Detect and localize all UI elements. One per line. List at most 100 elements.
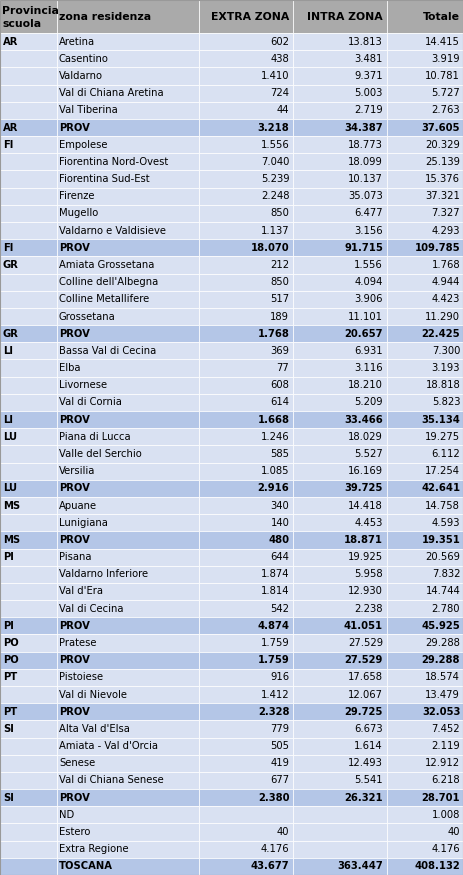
Text: 20.569: 20.569 — [425, 552, 460, 562]
Text: 5.541: 5.541 — [354, 775, 383, 786]
Bar — [387, 823, 463, 841]
Text: 29.288: 29.288 — [422, 655, 460, 665]
Text: 18.210: 18.210 — [348, 381, 383, 390]
Bar — [293, 67, 387, 85]
Text: Valle del Serchio: Valle del Serchio — [59, 449, 142, 459]
Text: zona residenza: zona residenza — [59, 11, 151, 22]
Bar — [0, 789, 56, 806]
Bar — [200, 85, 293, 102]
Bar — [293, 239, 387, 256]
Text: PO: PO — [3, 655, 19, 665]
Bar — [387, 497, 463, 514]
Bar — [0, 463, 56, 480]
Bar — [293, 686, 387, 704]
Text: 27.529: 27.529 — [348, 638, 383, 648]
Text: PI: PI — [3, 621, 13, 631]
Text: Fiorentina Nord-Ovest: Fiorentina Nord-Ovest — [59, 157, 168, 167]
Text: Extra Regione: Extra Regione — [59, 844, 129, 854]
Text: 585: 585 — [270, 449, 289, 459]
Text: 18.818: 18.818 — [425, 381, 460, 390]
Text: SI: SI — [3, 724, 13, 734]
Bar — [293, 290, 387, 308]
Text: 6.477: 6.477 — [354, 208, 383, 219]
Bar — [56, 823, 200, 841]
Bar — [200, 342, 293, 360]
Text: 4.293: 4.293 — [432, 226, 460, 235]
Text: ND: ND — [59, 810, 74, 820]
Bar — [200, 0, 293, 33]
Text: Valdarno e Valdisieve: Valdarno e Valdisieve — [59, 226, 166, 235]
Text: 340: 340 — [270, 500, 289, 510]
Bar — [56, 326, 200, 342]
Text: 10.781: 10.781 — [425, 71, 460, 81]
Bar — [56, 187, 200, 205]
Bar — [293, 549, 387, 566]
Bar — [200, 617, 293, 634]
Bar — [293, 222, 387, 239]
Text: 15.376: 15.376 — [425, 174, 460, 184]
Bar — [293, 376, 387, 394]
Bar — [200, 514, 293, 531]
Bar — [200, 411, 293, 428]
Text: 5.239: 5.239 — [261, 174, 289, 184]
Text: scuola: scuola — [2, 18, 42, 29]
Text: 480: 480 — [269, 535, 289, 545]
Text: 2.248: 2.248 — [261, 192, 289, 201]
Bar — [200, 668, 293, 686]
Bar — [56, 514, 200, 531]
Bar — [200, 394, 293, 411]
Text: 542: 542 — [270, 604, 289, 613]
Bar — [387, 119, 463, 136]
Text: LU: LU — [3, 483, 17, 493]
Bar — [387, 686, 463, 704]
Bar — [387, 789, 463, 806]
Bar — [200, 841, 293, 858]
Bar — [387, 583, 463, 600]
Bar — [56, 360, 200, 376]
Text: FI: FI — [3, 140, 13, 150]
Text: Pisana: Pisana — [59, 552, 92, 562]
Bar — [0, 514, 56, 531]
Bar — [293, 531, 387, 549]
Bar — [387, 480, 463, 497]
Bar — [0, 290, 56, 308]
Text: Colline Metallifere: Colline Metallifere — [59, 294, 149, 304]
Bar — [56, 704, 200, 720]
Bar — [56, 102, 200, 119]
Text: 1.759: 1.759 — [261, 638, 289, 648]
Bar — [200, 102, 293, 119]
Text: 18.099: 18.099 — [348, 157, 383, 167]
Bar — [200, 600, 293, 617]
Bar — [0, 205, 56, 222]
Text: 7.327: 7.327 — [432, 208, 460, 219]
Text: 4.423: 4.423 — [432, 294, 460, 304]
Bar — [293, 136, 387, 153]
Text: 6.673: 6.673 — [354, 724, 383, 734]
Bar — [293, 33, 387, 50]
Text: Val Tiberina: Val Tiberina — [59, 105, 118, 116]
Bar — [56, 668, 200, 686]
Bar — [387, 617, 463, 634]
Bar — [0, 858, 56, 875]
Text: Piana di Lucca: Piana di Lucca — [59, 432, 131, 442]
Bar — [0, 549, 56, 566]
Bar — [56, 153, 200, 171]
Text: 18.070: 18.070 — [251, 242, 289, 253]
Bar — [387, 290, 463, 308]
Text: 26.321: 26.321 — [344, 793, 383, 802]
Text: MS: MS — [3, 500, 20, 510]
Bar — [200, 704, 293, 720]
Text: 5.003: 5.003 — [355, 88, 383, 98]
Bar — [200, 428, 293, 445]
Text: PROV: PROV — [59, 707, 90, 717]
Bar — [200, 445, 293, 463]
Bar — [200, 720, 293, 738]
Bar — [56, 171, 200, 187]
Text: 39.725: 39.725 — [344, 483, 383, 493]
Text: PROV: PROV — [59, 621, 90, 631]
Bar — [293, 256, 387, 274]
Bar — [56, 789, 200, 806]
Text: Bassa Val di Cecina: Bassa Val di Cecina — [59, 346, 156, 356]
Bar — [56, 256, 200, 274]
Text: 109.785: 109.785 — [414, 242, 460, 253]
